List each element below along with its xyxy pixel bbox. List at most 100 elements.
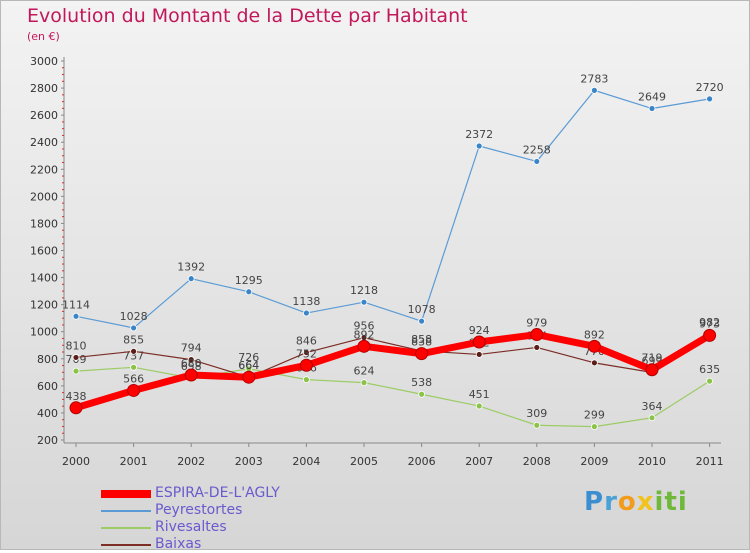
peyrestortes-series: 1114 1028 1392 1295 1138 1218 1078 2372 2258 2783… (62, 72, 724, 332)
peyrestortes-series-data-label: 1078 (408, 303, 436, 316)
rivesaltes-series-data-label: 635 (699, 363, 720, 376)
legend-label: Baixas (155, 536, 202, 552)
rivesaltes-series-data-label: 624 (354, 365, 375, 378)
peyrestortes-series-point (245, 288, 253, 296)
baixas-series-line (75, 333, 710, 378)
rivesaltes-series-data-label: 451 (469, 388, 490, 401)
y-tick-label: 200 (37, 434, 58, 447)
baixas-series-data-label: 810 (66, 339, 87, 352)
baixas-series-point (302, 349, 310, 356)
rivesaltes-series-point (130, 363, 138, 371)
rivesaltes-series-data-label: 299 (584, 409, 605, 422)
peyrestortes-series-point (533, 158, 541, 165)
peyrestortes-series-point (706, 95, 713, 103)
peyrestortes-series-data-label: 2720 (696, 81, 724, 94)
espira-series-point (127, 383, 141, 397)
rivesaltes-series: 709737658726646624538451309299364635 (66, 349, 720, 430)
espira-series-point (69, 401, 83, 415)
baixas-series-data-label: 846 (296, 335, 317, 348)
x-tick-label: 2004 (292, 455, 320, 468)
peyrestortes-series-data-label: 2783 (580, 72, 608, 85)
espira-series-point (299, 358, 313, 372)
baixas-series-point (130, 347, 138, 355)
y-tick-label: 800 (37, 353, 58, 366)
proxiti-logo: Proxiti (584, 487, 688, 517)
x-tick-label: 2009 (580, 455, 608, 468)
legend-item: Rivesaltes (101, 519, 280, 536)
peyrestortes-series-data-label: 2649 (638, 91, 666, 104)
legend-label: ESPIRA-DE-L'AGLY (155, 485, 280, 501)
y-tick-label: 2200 (30, 163, 58, 176)
legend-label: Rivesaltes (155, 519, 227, 535)
x-tick-label: 2010 (638, 455, 666, 468)
rivesaltes-series-data-label: 309 (526, 407, 547, 420)
rivesaltes-series-data-label: 364 (642, 400, 663, 413)
peyrestortes-series-point (591, 86, 598, 94)
x-tick-label: 2003 (235, 455, 263, 468)
espira-series-data-label: 719 (642, 352, 663, 365)
y-tick-label: 1600 (30, 245, 58, 258)
peyrestortes-series-point (130, 324, 138, 332)
peyrestortes-series-point (648, 105, 656, 112)
espira-series-data-label: 680 (181, 357, 202, 370)
x-tick-label: 2007 (465, 455, 493, 468)
y-tick-label: 3000 (30, 55, 58, 68)
rivesaltes-series-point (360, 379, 368, 387)
rivesaltes-series-point (648, 414, 656, 422)
espira-series-line (74, 331, 712, 412)
legend-swatch (101, 489, 151, 498)
peyrestortes-series-data-label: 1028 (120, 310, 148, 323)
legend-label: Peyrestortes (155, 502, 243, 518)
legend: ESPIRA-DE-L'AGLY Peyrestortes Rivesaltes Ba… (101, 485, 280, 553)
x-tick-label: 2011 (696, 455, 724, 468)
y-tick-label: 1800 (30, 217, 58, 230)
chart-title: Evolution du Montant de la Dette par Hab… (27, 5, 468, 27)
baixas-series-point (187, 356, 195, 363)
x-tick-label: 2005 (350, 455, 378, 468)
baixas-series-data-label: 956 (354, 320, 375, 333)
peyrestortes-series-point (72, 312, 80, 320)
peyrestortes-series-data-label: 1114 (62, 298, 90, 311)
rivesaltes-series-line (75, 366, 710, 428)
espira-series-point (242, 370, 256, 384)
espira-series-data-label: 892 (354, 328, 375, 341)
espira-series-data-label: 979 (526, 317, 547, 330)
peyrestortes-series-data-label: 2258 (523, 143, 551, 156)
x-tick-label: 2008 (523, 455, 551, 468)
espira-series-data-label: 838 (411, 336, 432, 349)
peyrestortes-series-data-label: 1295 (235, 274, 263, 287)
rivesaltes-series-point (591, 423, 598, 430)
baixas-series-point (591, 359, 598, 367)
espira-series-point (184, 368, 198, 382)
peyrestortes-series-line (75, 89, 710, 329)
x-tick-label: 2002 (177, 455, 205, 468)
espira-series: 438 566 680 664 752 892 838 924 979 892 719 973 (66, 317, 720, 415)
peyrestortes-series-point (475, 142, 483, 150)
peyrestortes-series-data-label: 2372 (465, 128, 493, 141)
espira-series-point (530, 328, 544, 342)
peyrestortes-series-data-label: 1218 (350, 284, 378, 297)
espira-series-point (645, 363, 659, 377)
y-tick-label: 2800 (30, 82, 58, 95)
y-tick-label: 1000 (30, 326, 58, 339)
legend-swatch (101, 509, 151, 512)
peyrestortes-series-point (302, 309, 310, 317)
x-tick-label: 2006 (408, 455, 436, 468)
espira-series-data-label: 752 (296, 347, 317, 360)
x-tick-label: 2000 (62, 455, 90, 468)
baixas-series-data-label: 858 (411, 333, 432, 346)
y-tick-label: 600 (37, 380, 58, 393)
legend-swatch (101, 526, 151, 529)
espira-series-data-label: 664 (238, 359, 259, 372)
espira-series-data-label: 566 (123, 372, 144, 385)
peyrestortes-series-point (360, 298, 368, 306)
chart-subtitle: (en €) (27, 30, 60, 43)
espira-series-point (357, 339, 371, 353)
rivesaltes-series-point (475, 402, 483, 410)
rivesaltes-series-point (418, 390, 426, 398)
x-tick-label: 2001 (120, 455, 148, 468)
espira-series-data-label: 924 (469, 324, 490, 337)
espira-series-point (587, 339, 601, 353)
